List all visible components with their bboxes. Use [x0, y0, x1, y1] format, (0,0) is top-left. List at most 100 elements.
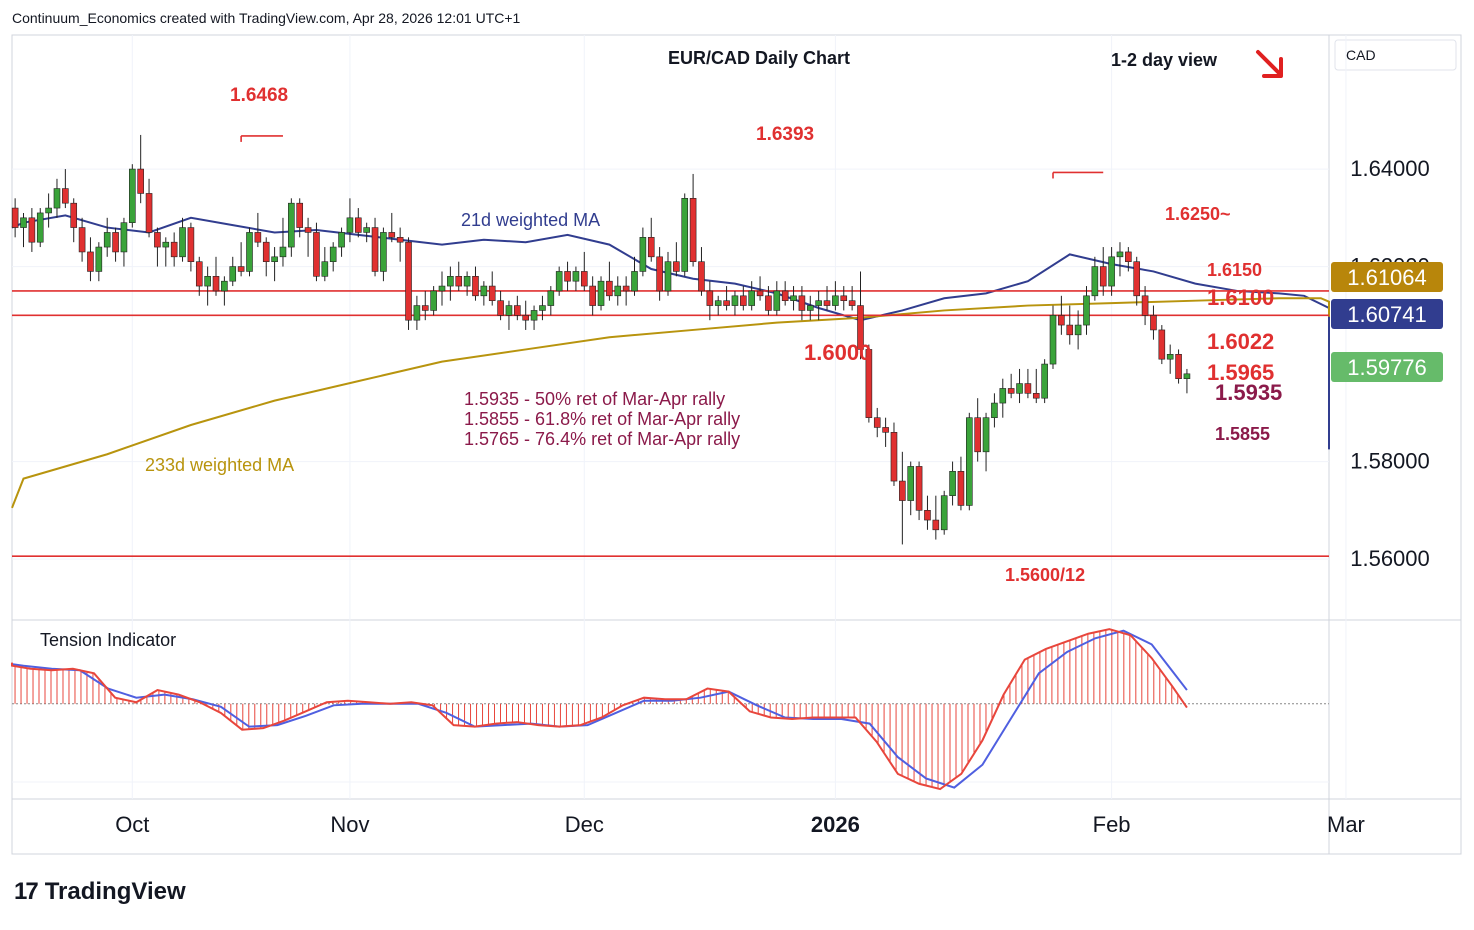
candle-body	[129, 168, 136, 223]
ma21-line	[11, 214, 1330, 450]
candle-body	[639, 237, 647, 272]
candle-body	[731, 295, 739, 306]
candle-body	[329, 246, 337, 262]
candle-body	[438, 285, 446, 292]
candle	[246, 227, 253, 277]
candle-body	[714, 300, 722, 306]
candle	[656, 247, 663, 301]
candle-body	[815, 300, 822, 306]
candle	[338, 227, 345, 257]
candle	[78, 217, 86, 262]
candle	[28, 208, 36, 252]
candle	[1041, 359, 1048, 404]
ti-fast-line	[11, 628, 1188, 791]
candle	[438, 271, 446, 306]
candle	[1150, 305, 1157, 340]
candle-body	[765, 295, 772, 311]
candle-body	[1166, 354, 1174, 360]
level-label: 1.5855	[1215, 424, 1270, 444]
candle	[723, 286, 730, 311]
candle	[288, 198, 295, 257]
candle	[748, 281, 755, 311]
candle-body	[673, 261, 680, 272]
candle	[237, 242, 245, 277]
candle-body	[405, 241, 412, 321]
candle	[195, 256, 203, 296]
candle	[706, 281, 714, 321]
candle-body	[547, 290, 555, 306]
candle-body	[999, 388, 1007, 404]
candle	[555, 266, 563, 296]
candle-body	[1125, 251, 1132, 262]
candle	[170, 232, 178, 267]
time-tick-label: Feb	[1093, 812, 1131, 837]
candle	[823, 286, 831, 311]
candle	[631, 256, 638, 296]
candle-body	[447, 276, 454, 287]
candle	[497, 290, 504, 321]
candle	[87, 237, 94, 282]
candle-body	[1024, 383, 1032, 394]
candle	[1108, 247, 1115, 296]
candle-body	[421, 305, 429, 311]
price-badge: 1.60741	[1331, 299, 1443, 329]
price-badge-value: 1.61064	[1347, 265, 1427, 290]
candle	[957, 456, 965, 511]
tradingview-wordmark: TradingView	[44, 878, 186, 905]
candle-body	[254, 232, 262, 243]
candle-body	[689, 198, 697, 262]
candle	[120, 217, 128, 267]
candle-body	[120, 222, 128, 253]
candle-body	[949, 471, 956, 496]
candle	[296, 198, 304, 238]
candle-body	[756, 290, 764, 297]
candle-body	[522, 315, 530, 321]
candle	[1074, 310, 1082, 350]
candle-body	[966, 417, 973, 506]
price-badge-bg	[1331, 352, 1443, 382]
price-tick-label: 1.64000	[1350, 156, 1430, 181]
candle	[773, 281, 781, 316]
candle-body	[823, 300, 831, 306]
time-axis[interactable]: OctNovDec2026FebMarAprMay	[115, 812, 1474, 837]
candle	[254, 212, 262, 248]
candle	[530, 305, 538, 330]
candle-body	[195, 261, 203, 287]
candle	[915, 461, 923, 521]
ti-histogram	[14, 629, 1185, 789]
candle-body	[748, 290, 755, 306]
candle	[70, 198, 78, 243]
candle-body	[212, 276, 220, 292]
tradingview-logo[interactable]: 17 TradingView	[14, 878, 186, 906]
price-badge-bg	[1331, 299, 1443, 329]
candle-body	[1150, 315, 1157, 331]
candle-body	[338, 232, 345, 248]
candle-body	[53, 188, 61, 209]
candle	[1032, 368, 1040, 404]
candle-body	[1016, 383, 1023, 394]
candle	[1166, 344, 1174, 374]
candle	[1066, 305, 1074, 345]
candle-body	[1066, 324, 1074, 336]
candle	[890, 422, 898, 486]
candle-body	[62, 188, 69, 204]
candle-body	[480, 285, 488, 297]
candle-body	[890, 432, 898, 482]
candle-body	[1041, 363, 1048, 399]
candle-body	[530, 310, 538, 321]
currency-box[interactable]	[1334, 39, 1457, 71]
candle-body	[11, 207, 19, 228]
candle	[731, 290, 739, 316]
candle-body	[681, 198, 689, 272]
time-tick-label: Oct	[115, 812, 149, 837]
candle-body	[179, 227, 186, 258]
ma21-label: 21d weighted MA	[461, 210, 600, 230]
price-badge-bg	[1331, 262, 1443, 292]
candle	[756, 276, 764, 301]
candle	[129, 164, 136, 228]
candle	[36, 208, 44, 248]
candle	[698, 247, 705, 296]
candle	[421, 290, 429, 321]
candle	[974, 398, 981, 462]
